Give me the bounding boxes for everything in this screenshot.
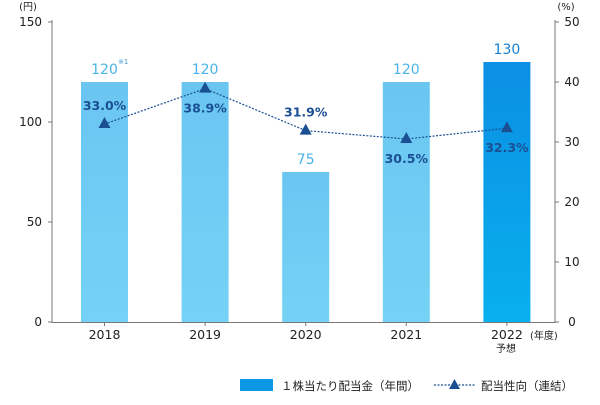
payout-label-2018: 33.0%: [83, 98, 127, 113]
payout-ratio-labels: 33.0% 38.9% 31.9% 30.5% 32.3%: [83, 98, 529, 166]
footnote-mark: ※1: [118, 58, 128, 66]
left-tick-label: 0: [34, 315, 42, 329]
payout-marker-2021: [400, 132, 413, 143]
x-tick-label-2020: 2020: [290, 327, 322, 342]
bar-2019: [181, 82, 229, 322]
forecast-label: 予想: [496, 342, 516, 355]
right-tick-label: 30: [564, 135, 579, 149]
right-axis-ticks: 0 10 20 30 40 50: [555, 15, 580, 329]
x-tick-label-2019: 2019: [189, 327, 221, 342]
bar-label-2018: 120: [91, 62, 118, 78]
legend-line-label: 配当性向（連結）: [481, 379, 573, 393]
legend-bar-label: １株当たり配当金（年間）: [281, 379, 419, 393]
left-tick-label: 100: [19, 115, 42, 129]
x-axis-suffix: (年度): [530, 329, 558, 342]
axes: [51, 20, 556, 323]
right-axis-unit: (%): [557, 2, 574, 13]
right-tick-label: 0: [568, 315, 576, 329]
payout-marker-2018: [98, 117, 111, 128]
payout-label-2020: 31.9%: [284, 105, 328, 120]
right-tick-label: 50: [564, 15, 579, 29]
bar-label-2022: 130: [494, 42, 521, 58]
legend-triangle-icon: [449, 379, 460, 389]
bar-label-2019: 120: [192, 62, 219, 78]
bar-2022: [483, 62, 531, 322]
payout-label-2022: 32.3%: [485, 140, 529, 155]
payout-ratio-polyline: [104, 87, 507, 140]
left-tick-label: 50: [27, 215, 42, 229]
bar-label-2020: 75: [297, 152, 315, 168]
bar-2021: [382, 82, 430, 322]
right-tick-label: 20: [564, 195, 579, 209]
x-tick-label-2018: 2018: [89, 327, 121, 342]
left-axis-unit: (円): [19, 2, 37, 13]
right-tick-label: 10: [564, 255, 579, 269]
x-tick-label-2022: 2022: [491, 327, 523, 342]
left-tick-label: 150: [19, 15, 42, 29]
right-tick-label: 40: [564, 75, 579, 89]
bar-2020: [282, 172, 330, 322]
legend: １株当たり配当金（年間） 配当性向（連結）: [240, 379, 573, 393]
legend-bar-swatch: [240, 379, 273, 391]
payout-marker-2019: [199, 81, 212, 93]
bar-label-2021: 120: [393, 62, 420, 78]
payout-marker-2020: [299, 123, 312, 135]
payout-ratio-line: [98, 81, 513, 143]
left-axis-ticks: 0 50 100 150: [19, 15, 52, 329]
x-tick-label-2021: 2021: [390, 327, 422, 342]
payout-label-2021: 30.5%: [385, 151, 429, 166]
payout-marker-2022: [500, 121, 513, 133]
x-axis-ticks: 2018 2019 2020 2021 2022: [89, 322, 523, 342]
payout-label-2019: 38.9%: [183, 101, 227, 116]
bar-value-labels: 120 120 75 120 130: [91, 42, 520, 168]
bar-series: [81, 62, 531, 322]
